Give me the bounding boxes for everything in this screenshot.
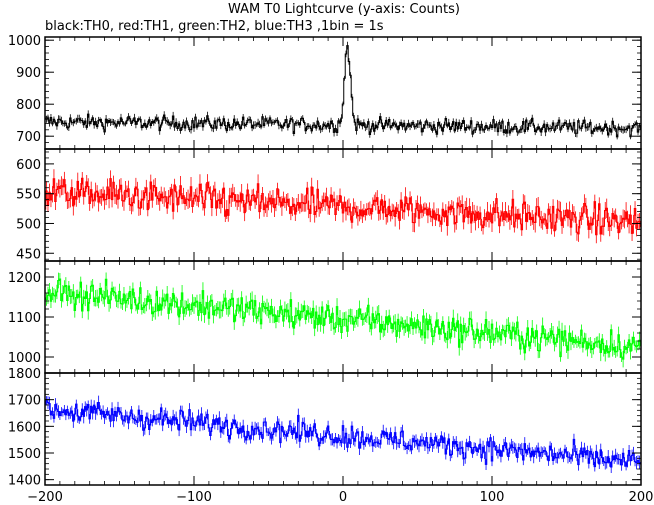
series-th0	[45, 45, 641, 138]
y-tick-label: 700	[16, 130, 41, 145]
series-th3	[45, 400, 641, 468]
errorbars-th1	[45, 169, 641, 244]
y-tick-label: 1800	[8, 367, 41, 382]
x-tick-label: 100	[480, 490, 505, 505]
y-tick-label: 1000	[8, 351, 41, 366]
y-tick-label: 1500	[8, 447, 41, 462]
y-tick-label: 450	[16, 247, 41, 262]
y-tick-label: 550	[16, 188, 41, 203]
panel-th1: 450 500 550 600	[16, 148, 642, 262]
y-tick-label: 1000	[8, 34, 41, 49]
x-tick-label: −200	[27, 490, 63, 505]
errorbars-th0	[45, 41, 641, 140]
y-tick-label: 1400	[8, 474, 41, 489]
y-tick-label: 800	[16, 98, 41, 113]
series-th2	[45, 278, 641, 360]
chart-subtitle: black:TH0, red:TH1, green:TH2, blue:TH3 …	[45, 19, 384, 34]
y-tick-label: 1700	[8, 394, 41, 409]
panels-group: 700 800 900 1000 450 500 550 600 1000 1100 1200 140…	[8, 34, 642, 489]
panel-th3: 1400 1500 1600 1700 1800	[8, 367, 642, 489]
chart-title: WAM T0 Lightcurve (y-axis: Counts)	[228, 2, 460, 17]
y-tick-label: 1100	[8, 311, 41, 326]
y-tick-label: 600	[16, 158, 41, 173]
y-tick-label: 900	[16, 66, 41, 81]
y-tick-label: 1200	[8, 271, 41, 286]
series-th1	[45, 177, 641, 236]
x-tick-label: 200	[629, 490, 654, 505]
panel-th0: 700 800 900 1000	[8, 34, 642, 150]
x-axis: −200 −100 0 100 200	[27, 490, 653, 505]
y-tick-label: 1600	[8, 420, 41, 435]
y-tick-label: 500	[16, 217, 41, 232]
panel-th2: 1000 1100 1200	[8, 260, 642, 374]
x-tick-label: −100	[176, 490, 212, 505]
panel-frame	[44, 36, 642, 150]
x-tick-label: 0	[339, 490, 347, 505]
errorbars-th3	[45, 395, 641, 473]
